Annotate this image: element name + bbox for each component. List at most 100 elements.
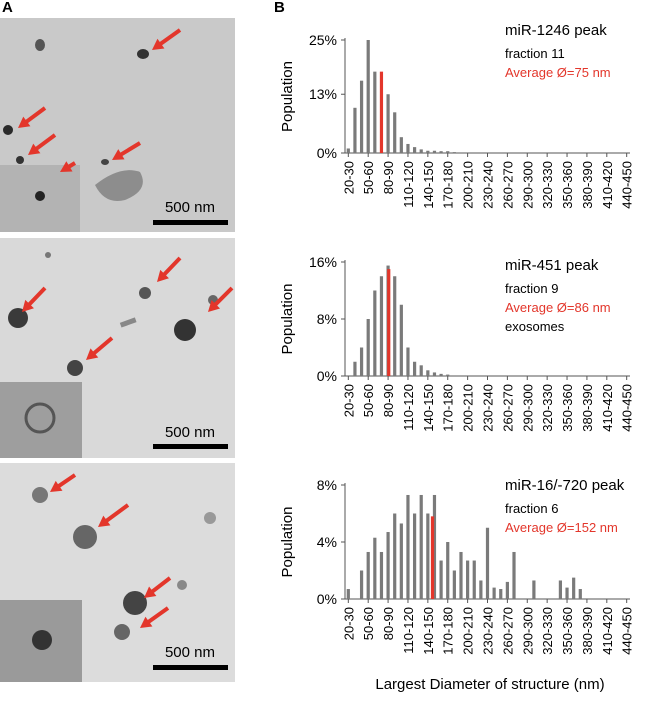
- bar: [558, 580, 563, 599]
- bar: [353, 107, 357, 153]
- x-tick-label: 380-390: [580, 384, 595, 432]
- bar: [399, 523, 403, 599]
- x-tick-label: 200-210: [461, 607, 476, 655]
- bar: [432, 150, 437, 153]
- arrow-head: [28, 143, 41, 155]
- bar: [346, 148, 350, 153]
- bar: [572, 577, 576, 599]
- annotation: fraction 11: [505, 46, 565, 61]
- arrow-shaft: [211, 286, 234, 309]
- arrow-head: [112, 149, 125, 160]
- annotation: Average Ø=75 nm: [505, 65, 611, 80]
- bar: [366, 319, 370, 376]
- bar: [373, 290, 377, 376]
- arrow-head: [50, 480, 63, 492]
- panel-label: B: [274, 0, 285, 16]
- x-tick-label: 230-240: [481, 607, 496, 655]
- y-axis-title: Population: [279, 61, 296, 132]
- arrow-head: [152, 38, 165, 50]
- chart-title: miR-1246 peak: [505, 22, 607, 39]
- x-tick-label: 290-300: [520, 607, 535, 655]
- bar: [406, 347, 410, 376]
- arrow-head: [140, 616, 153, 628]
- x-tick-label: 80-90: [381, 161, 396, 194]
- bar: [412, 147, 417, 153]
- arrows: [18, 28, 234, 628]
- arrow-head: [22, 299, 34, 312]
- y-tick-label: 8%: [317, 311, 337, 327]
- bar: [379, 276, 384, 376]
- arrow-head: [18, 116, 31, 128]
- annotation: exosomes: [505, 319, 565, 334]
- bar: [432, 372, 437, 376]
- bar: [393, 112, 397, 153]
- x-tick-label: 290-300: [520, 384, 535, 432]
- bar: [499, 589, 503, 599]
- arrow-head: [144, 586, 157, 598]
- x-tick-label: 50-60: [361, 161, 376, 194]
- bar: [426, 150, 430, 153]
- x-tick-label: 350-360: [560, 161, 575, 209]
- y-axis-title: Population: [279, 507, 296, 578]
- x-tick-label: 80-90: [381, 384, 396, 417]
- average-bar: [379, 71, 384, 153]
- bar: [479, 580, 483, 599]
- x-tick-label: 140-150: [421, 161, 436, 209]
- x-tick-label: 230-240: [481, 384, 496, 432]
- arrow-shaft: [144, 606, 170, 626]
- x-tick-label: 50-60: [361, 384, 376, 417]
- bar: [466, 560, 470, 599]
- chart-title: miR-451 peak: [505, 257, 599, 274]
- bar: [366, 40, 370, 153]
- micrograph: 500 nm: [0, 463, 235, 682]
- micrograph: 500 nm: [0, 18, 235, 232]
- x-tick-label: 140-150: [421, 607, 436, 655]
- bar: [459, 551, 463, 599]
- arrow-head: [98, 515, 111, 527]
- y-tick-label: 13%: [309, 86, 337, 102]
- bar: [452, 152, 456, 153]
- bar: [359, 570, 364, 599]
- bar: [419, 149, 423, 153]
- bar: [532, 580, 536, 599]
- bar: [472, 560, 476, 599]
- bar: [419, 365, 423, 376]
- x-tick-label: 170-180: [441, 161, 456, 209]
- average-bar: [387, 269, 391, 376]
- arrow-shaft: [89, 336, 114, 358]
- bar: [366, 551, 370, 599]
- bar: [439, 373, 443, 376]
- bar: [512, 551, 516, 599]
- bar: [432, 494, 437, 599]
- x-tick-label: 20-30: [341, 607, 356, 640]
- x-tick-label: 50-60: [361, 607, 376, 640]
- x-tick-label: 440-450: [620, 607, 635, 655]
- y-tick-label: 0%: [317, 591, 337, 607]
- arrow-head: [208, 299, 221, 312]
- x-tick-label: 140-150: [421, 384, 436, 432]
- x-tick-label: 230-240: [481, 161, 496, 209]
- x-tick-label: 440-450: [620, 384, 635, 432]
- x-tick-label: 200-210: [461, 161, 476, 209]
- bar: [359, 347, 364, 376]
- bar: [406, 143, 410, 153]
- bar: [452, 570, 456, 599]
- bar: [426, 513, 430, 599]
- bar: [439, 560, 443, 599]
- y-axis-title: Population: [279, 284, 296, 355]
- bar: [393, 513, 397, 599]
- bar: [406, 494, 410, 599]
- bar: [412, 513, 417, 599]
- y-tick-label: 0%: [317, 145, 337, 161]
- bar: [419, 494, 423, 599]
- x-tick-label: 260-270: [500, 607, 515, 655]
- scale-label: 500 nm: [165, 644, 215, 661]
- x-tick-label: 260-270: [500, 161, 515, 209]
- bar: [505, 581, 509, 599]
- x-tick-label: 410-420: [600, 384, 615, 432]
- annotation: Average Ø=152 nm: [505, 520, 618, 535]
- chart-title: miR-16/-720 peak: [505, 477, 625, 494]
- x-tick-label: 110-120: [401, 161, 416, 208]
- arrow-shaft: [32, 133, 57, 153]
